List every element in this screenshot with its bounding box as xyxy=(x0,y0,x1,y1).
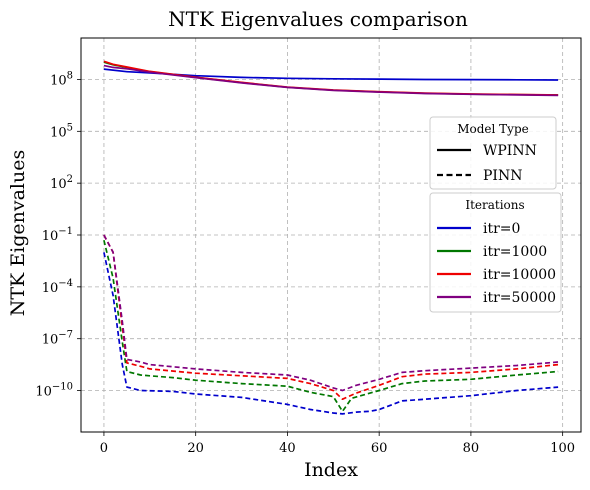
legend-itr10000-label: itr=10000 xyxy=(483,267,556,283)
legend-pinn-label: PINN xyxy=(483,168,522,184)
x-tick-label: 80 xyxy=(463,441,480,456)
x-tick-label: 100 xyxy=(550,441,575,456)
y-tick-label: 10−10 xyxy=(35,382,73,400)
y-tick-label: 10−4 xyxy=(42,278,73,296)
y-tick-label: 10−1 xyxy=(42,226,73,244)
series-wpinn-itr0 xyxy=(103,68,559,81)
series-layer xyxy=(103,60,559,415)
x-tick-label: 40 xyxy=(279,441,296,456)
y-tick-label: 10−7 xyxy=(42,330,73,348)
x-tick-label: 20 xyxy=(187,441,204,456)
y-tick-label: 102 xyxy=(50,174,73,192)
legend-wpinn-label: WPINN xyxy=(483,143,537,159)
legend-itr1000-label: itr=1000 xyxy=(483,244,547,260)
y-tick-label: 108 xyxy=(50,70,73,88)
legend-model-type-box xyxy=(429,116,557,190)
series-pinn-itr1000 xyxy=(103,239,559,413)
legend-model-type: Model Type WPINN PINN xyxy=(429,116,557,190)
legend-iterations-title: Iterations xyxy=(465,198,524,212)
legend-itr50000-label: itr=50000 xyxy=(483,290,556,306)
series-pinn-itr50000 xyxy=(103,234,559,392)
series-pinn-itr0 xyxy=(103,252,559,415)
x-tick-label: 0 xyxy=(100,441,108,456)
chart-title: NTK Eigenvalues comparison xyxy=(168,7,468,31)
tick-layer: 0 20 40 60 80 100 108 105 102 10−1 10−4 10−7 10−10 xyxy=(35,70,575,456)
legend-model-type-title: Model Type xyxy=(457,122,529,136)
legend-itr0-label: itr=0 xyxy=(483,221,520,237)
x-axis-label: Index xyxy=(304,459,358,481)
x-tick-label: 60 xyxy=(371,441,388,456)
legend-iterations-box xyxy=(429,192,562,313)
series-pinn-itr10000 xyxy=(103,234,559,401)
series-wpinn-itr50000 xyxy=(103,64,559,97)
y-tick-label: 105 xyxy=(50,122,73,140)
y-axis-label: NTK Eigenvalues xyxy=(7,150,29,317)
legend-iterations: Iterations itr=0 itr=1000 itr=10000 itr=… xyxy=(429,192,562,313)
